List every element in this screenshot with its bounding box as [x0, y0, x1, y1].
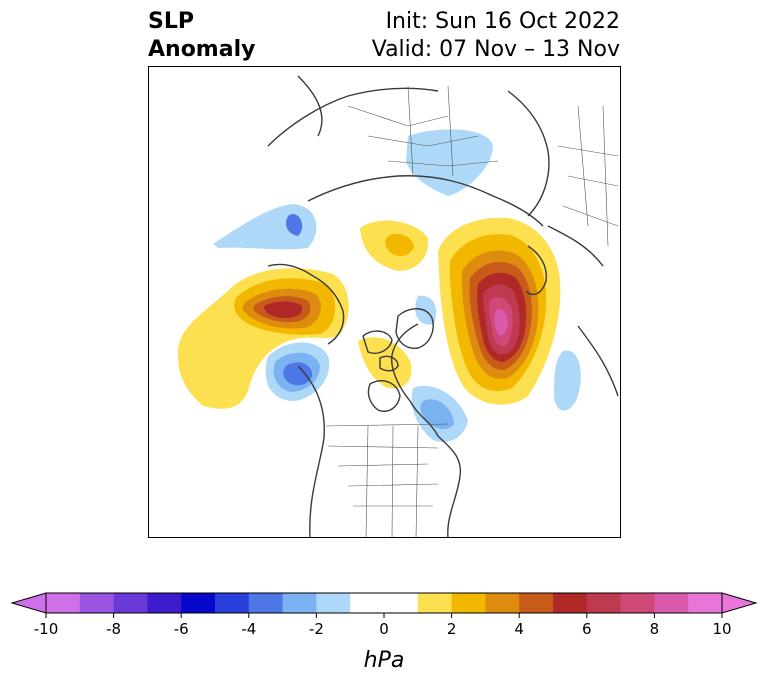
east-asia-coast [267, 75, 439, 147]
colorbar-tick-label: 2 [447, 620, 457, 638]
colorbar: -10 -8 -6 -4 -2 0 2 4 6 8 10 hPa [10, 592, 758, 673]
alaska-coast [267, 263, 345, 345]
colorbar-tick-label: -8 [106, 620, 121, 638]
colorbar-cell [248, 593, 284, 613]
valid-range: Valid: 07 Nov – 13 Nov [371, 37, 620, 62]
north-america-coast [297, 323, 462, 538]
pos-anomaly-area [358, 337, 412, 389]
colorbar-cell [688, 593, 723, 613]
colorbar-tick-label: 6 [582, 620, 592, 638]
colorbar-tick-label: -4 [241, 620, 256, 638]
colorbar-cell [384, 593, 419, 613]
colorbar-tick-label: 8 [650, 620, 660, 638]
colorbar-cell [282, 593, 317, 613]
colorbar-min-arrow [10, 592, 47, 614]
slp-anomaly-map [148, 66, 621, 538]
colorbar-cell [113, 593, 148, 613]
title-variable-line1: SLP [148, 9, 194, 34]
colorbar-cell [654, 593, 689, 613]
neg-anomaly-area [420, 399, 454, 430]
colorbar-cell [350, 593, 385, 613]
title-variable: SLP Anomaly [148, 8, 255, 64]
scandinavia-coast [525, 245, 547, 296]
title-variable-line2: Anomaly [148, 37, 256, 62]
arctic-islands [362, 330, 399, 372]
colorbar-tick-label: -6 [174, 620, 189, 638]
colorbar-cell [46, 593, 81, 613]
pos-anomaly-area [494, 308, 508, 336]
map-frame [148, 66, 621, 538]
colorbar-tick-label: 0 [379, 620, 389, 638]
colorbar-cell [147, 593, 182, 613]
country-borders [325, 85, 619, 538]
colorbar-cell [451, 593, 486, 613]
colorbar-cell [586, 593, 622, 613]
colorbar-cell [79, 593, 115, 613]
colorbar-ticks: -10 -8 -6 -4 -2 0 2 4 6 8 10 [34, 613, 732, 638]
colorbar-tick-label: 4 [514, 620, 524, 638]
colorbar-cell [417, 593, 453, 613]
init-date: Init: Sun 16 Oct 2022 [385, 9, 620, 34]
colorbar-tick-label: -10 [34, 620, 59, 638]
colorbar-cell [519, 593, 554, 613]
neg-anomaly-area [553, 350, 581, 411]
colorbar-cell [316, 593, 351, 613]
colorbar-unit-label: hPa [364, 648, 405, 673]
colorbar-cells [46, 593, 723, 613]
colorbar-tick-label: -2 [309, 620, 324, 638]
neg-anomaly-area [286, 214, 303, 236]
colorbar-cell [620, 593, 655, 613]
pos-anomaly-area [264, 301, 303, 318]
colorbar-cell [215, 593, 250, 613]
greenland-coast [395, 308, 434, 349]
coastlines [267, 75, 619, 538]
colorbar-max-arrow [721, 592, 758, 614]
neg-anomaly-area [283, 362, 313, 386]
colorbar-cell [485, 593, 520, 613]
colorbar-tick-label: 10 [712, 620, 731, 638]
europe-coast [507, 90, 619, 397]
pos-anomaly-area [385, 233, 414, 257]
colorbar-cell [181, 593, 216, 613]
colorbar-cell [553, 593, 588, 613]
title-dates: Init: Sun 16 Oct 2022 Valid: 07 Nov – 13… [372, 8, 620, 64]
siberia-coast [307, 175, 544, 227]
hudson-bay-coast [367, 380, 401, 412]
